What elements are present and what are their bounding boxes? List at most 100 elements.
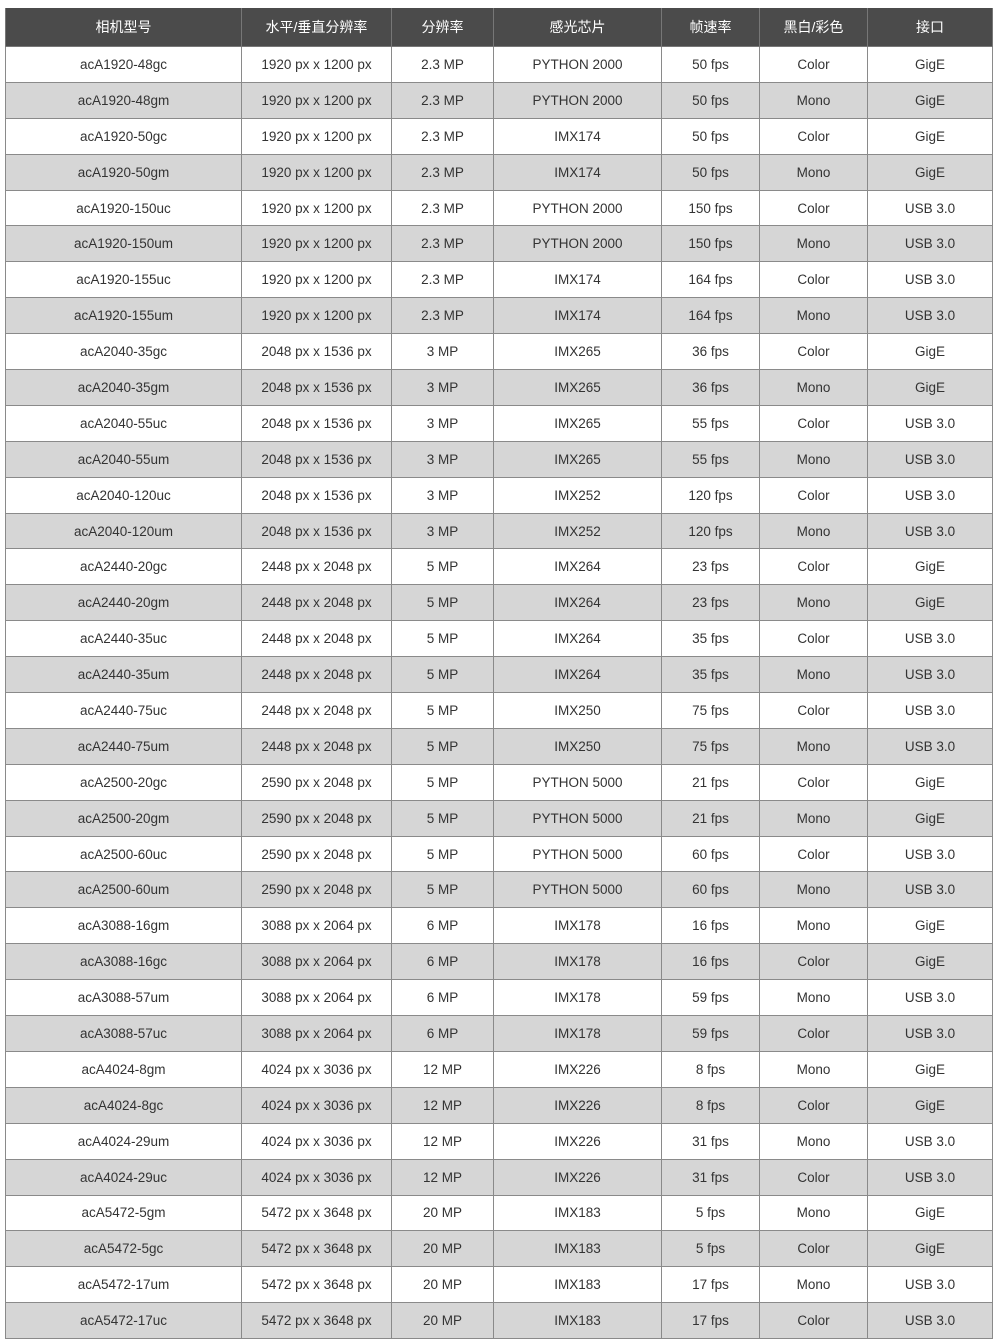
cell-frame-rate: 36 fps <box>661 369 760 406</box>
cell-interface: USB 3.0 <box>867 225 993 263</box>
cell-model: acA2040-120um <box>5 512 242 550</box>
cell-color-mode: Mono <box>759 584 868 622</box>
table-row: acA4024-8gm 4024 px x 3036 px 12 MP IMX226 8… <box>5 1050 993 1088</box>
cell-resolution: 2448 px x 2048 px <box>241 692 392 729</box>
cell-color-mode: Mono <box>759 1194 868 1232</box>
cell-resolution: 2048 px x 1536 px <box>241 476 392 514</box>
table-row: acA2040-35gc 2048 px x 1536 px 3 MP IMX265 3… <box>5 333 993 371</box>
cell-color-mode: Mono <box>759 727 868 765</box>
cell-interface: GigE <box>867 1086 993 1124</box>
cell-color-mode: Mono <box>759 799 868 837</box>
cell-color-mode: Color <box>759 835 868 873</box>
cell-color-mode: Color <box>759 261 868 299</box>
cell-model: acA5472-17uc <box>5 1302 242 1340</box>
table-row: acA1920-50gm 1920 px x 1200 px 2.3 MP IMX17… <box>5 153 993 191</box>
cell-model: acA2040-120uc <box>5 476 242 514</box>
cell-model: acA5472-5gm <box>5 1194 242 1232</box>
cell-model: acA1920-150um <box>5 225 242 263</box>
cell-megapixels: 12 MP <box>391 1122 494 1160</box>
table-row: acA5472-17uc 5472 px x 3648 px 20 MP IMX183… <box>5 1302 993 1340</box>
cell-sensor: PYTHON 5000 <box>493 799 662 837</box>
cell-interface: USB 3.0 <box>867 440 993 478</box>
cell-sensor: IMX252 <box>493 512 662 550</box>
cell-interface: GigE <box>867 799 993 837</box>
cell-megapixels: 2.3 MP <box>391 261 494 299</box>
cell-megapixels: 3 MP <box>391 404 494 442</box>
cell-megapixels: 20 MP <box>391 1266 494 1304</box>
cell-resolution: 3088 px x 2064 px <box>241 1015 392 1052</box>
cell-megapixels: 2.3 MP <box>391 297 494 335</box>
cell-frame-rate: 21 fps <box>661 763 760 801</box>
cell-interface: USB 3.0 <box>867 297 993 335</box>
table-row: acA2440-20gm 2448 px x 2048 px 5 MP IMX264 2… <box>5 584 993 622</box>
cell-sensor: PYTHON 5000 <box>493 763 662 801</box>
cell-color-mode: Color <box>759 46 868 83</box>
cell-resolution: 5472 px x 3648 px <box>241 1194 392 1232</box>
cell-interface: USB 3.0 <box>867 835 993 873</box>
cell-resolution: 3088 px x 2064 px <box>241 979 392 1017</box>
cell-megapixels: 5 MP <box>391 584 494 622</box>
cell-megapixels: 3 MP <box>391 369 494 406</box>
cell-frame-rate: 60 fps <box>661 871 760 909</box>
cell-color-mode: Mono <box>759 979 868 1017</box>
cell-frame-rate: 55 fps <box>661 404 760 442</box>
cell-color-mode: Mono <box>759 1266 868 1304</box>
column-header-model: 相机型号 <box>5 8 242 47</box>
cell-resolution: 4024 px x 3036 px <box>241 1086 392 1124</box>
cell-resolution: 5472 px x 3648 px <box>241 1266 392 1304</box>
cell-model: acA2500-20gm <box>5 799 242 837</box>
cell-resolution: 2590 px x 2048 px <box>241 871 392 909</box>
cell-sensor: PYTHON 2000 <box>493 189 662 227</box>
cell-megapixels: 3 MP <box>391 512 494 550</box>
cell-interface: USB 3.0 <box>867 261 993 299</box>
cell-frame-rate: 23 fps <box>661 584 760 622</box>
column-header-interface: 接口 <box>867 8 993 47</box>
cell-sensor: IMX264 <box>493 620 662 658</box>
cell-color-mode: Color <box>759 476 868 514</box>
cell-sensor: IMX264 <box>493 656 662 694</box>
cell-megapixels: 5 MP <box>391 656 494 694</box>
cell-resolution: 2590 px x 2048 px <box>241 799 392 837</box>
cell-megapixels: 2.3 MP <box>391 81 494 119</box>
cell-sensor: IMX183 <box>493 1194 662 1232</box>
cell-model: acA1920-48gm <box>5 81 242 119</box>
cell-color-mode: Color <box>759 404 868 442</box>
cell-resolution: 2448 px x 2048 px <box>241 548 392 586</box>
cell-frame-rate: 59 fps <box>661 1015 760 1052</box>
cell-color-mode: Color <box>759 943 868 981</box>
cell-model: acA2500-20gc <box>5 763 242 801</box>
cell-model: acA2440-20gm <box>5 584 242 622</box>
header-row: 相机型号 水平/垂直分辨率 分辨率 感光芯片 帧速率 黑白/彩色 接口 <box>5 8 993 47</box>
cell-megapixels: 5 MP <box>391 548 494 586</box>
cell-frame-rate: 16 fps <box>661 907 760 945</box>
cell-interface: GigE <box>867 333 993 371</box>
table-row: acA2440-35uc 2448 px x 2048 px 5 MP IMX264 3… <box>5 620 993 658</box>
cell-color-mode: Color <box>759 1086 868 1124</box>
cell-model: acA2440-35uc <box>5 620 242 658</box>
cell-sensor: IMX178 <box>493 943 662 981</box>
cell-interface: USB 3.0 <box>867 404 993 442</box>
cell-frame-rate: 55 fps <box>661 440 760 478</box>
cell-model: acA2440-20gc <box>5 548 242 586</box>
cell-frame-rate: 60 fps <box>661 835 760 873</box>
cell-model: acA2500-60uc <box>5 835 242 873</box>
cell-frame-rate: 35 fps <box>661 620 760 658</box>
cell-model: acA4024-29uc <box>5 1158 242 1196</box>
cell-resolution: 2590 px x 2048 px <box>241 763 392 801</box>
cell-sensor: IMX174 <box>493 261 662 299</box>
cell-model: acA2040-35gm <box>5 369 242 406</box>
cell-resolution: 4024 px x 3036 px <box>241 1158 392 1196</box>
cell-model: acA5472-5gc <box>5 1230 242 1268</box>
cell-megapixels: 12 MP <box>391 1158 494 1196</box>
cell-model: acA3088-57uc <box>5 1015 242 1052</box>
table-row: acA4024-8gc 4024 px x 3036 px 12 MP IMX226 8… <box>5 1086 993 1124</box>
table-row: acA1920-150uc 1920 px x 1200 px 2.3 MP PYTH… <box>5 189 993 227</box>
cell-sensor: PYTHON 5000 <box>493 835 662 873</box>
cell-model: acA4024-29um <box>5 1122 242 1160</box>
cell-sensor: IMX250 <box>493 692 662 729</box>
cell-model: acA2440-75uc <box>5 692 242 729</box>
column-header-sensor: 感光芯片 <box>493 8 662 47</box>
cell-interface: USB 3.0 <box>867 620 993 658</box>
cell-megapixels: 12 MP <box>391 1086 494 1124</box>
cell-model: acA3088-57um <box>5 979 242 1017</box>
